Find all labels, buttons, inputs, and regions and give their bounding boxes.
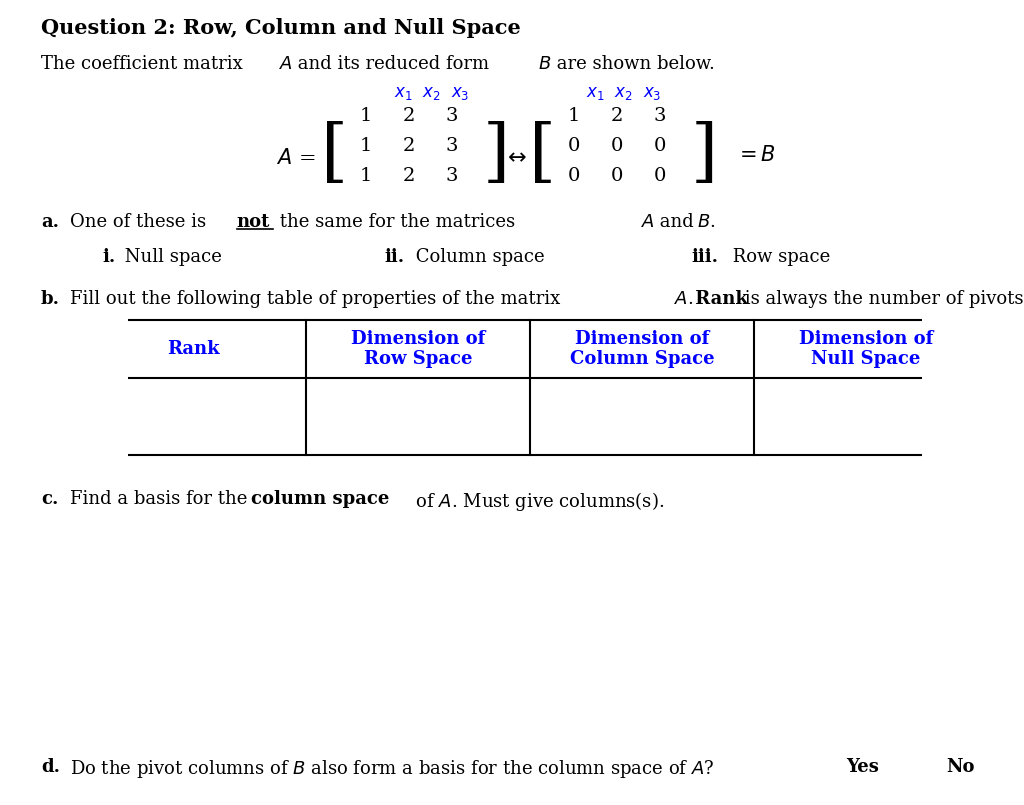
- Text: Dimension of: Dimension of: [351, 329, 485, 348]
- Text: column space: column space: [251, 490, 389, 508]
- Text: Find a basis for the: Find a basis for the: [70, 490, 253, 508]
- Bar: [82, 320, 978, 455]
- Text: Do the pivot columns of $B$ also form a basis for the column space of $A$?: Do the pivot columns of $B$ also form a …: [70, 758, 714, 780]
- Text: Yes: Yes: [846, 758, 879, 776]
- Text: $A$ =: $A$ =: [276, 148, 315, 168]
- Text: the same for the matrices: the same for the matrices: [274, 213, 521, 231]
- Text: c.: c.: [41, 490, 58, 508]
- Text: ]: ]: [691, 122, 718, 188]
- Text: 0: 0: [653, 167, 666, 185]
- Text: [: [: [529, 122, 556, 188]
- Text: Fill out the following table of properties of the matrix: Fill out the following table of properti…: [70, 290, 565, 308]
- Text: Column space: Column space: [410, 248, 544, 266]
- Text: $A$: $A$: [279, 55, 293, 73]
- Text: 1: 1: [359, 137, 372, 155]
- Text: No: No: [946, 758, 975, 776]
- Text: 0: 0: [653, 137, 666, 155]
- Text: 2: 2: [402, 167, 415, 185]
- Text: $B$: $B$: [538, 55, 551, 73]
- Text: d.: d.: [41, 758, 60, 776]
- Text: 1: 1: [567, 107, 580, 125]
- Text: Rank: Rank: [689, 290, 748, 308]
- Text: $A$.: $A$.: [674, 290, 693, 308]
- Text: 1: 1: [359, 107, 372, 125]
- Text: 0: 0: [610, 137, 623, 155]
- Text: 0: 0: [567, 167, 580, 185]
- Text: 2: 2: [610, 107, 623, 125]
- Text: 1: 1: [359, 167, 372, 185]
- Text: [: [: [322, 122, 348, 188]
- Text: One of these is: One of these is: [70, 213, 212, 231]
- Text: $B$.: $B$.: [697, 213, 716, 231]
- Text: and: and: [654, 213, 699, 231]
- Text: 3: 3: [445, 107, 458, 125]
- Text: 0: 0: [610, 167, 623, 185]
- Text: Null space: Null space: [119, 248, 221, 266]
- Text: 0: 0: [567, 137, 580, 155]
- Text: 2: 2: [402, 137, 415, 155]
- Text: 2: 2: [402, 107, 415, 125]
- Text: 3: 3: [445, 167, 458, 185]
- Text: ]: ]: [483, 122, 510, 188]
- Text: ii.: ii.: [384, 248, 404, 266]
- Text: 3: 3: [653, 107, 666, 125]
- Text: Row space: Row space: [727, 248, 830, 266]
- Text: and its reduced form: and its reduced form: [292, 55, 495, 73]
- Text: are shown below.: are shown below.: [551, 55, 715, 73]
- Text: is always the number of pivots.: is always the number of pivots.: [739, 290, 1024, 308]
- Text: b.: b.: [41, 290, 60, 308]
- Text: Column Space: Column Space: [569, 350, 714, 369]
- Text: Row Space: Row Space: [364, 350, 472, 369]
- Text: iii.: iii.: [691, 248, 718, 266]
- Text: i.: i.: [102, 248, 116, 266]
- Text: Rank: Rank: [168, 340, 220, 358]
- Text: Dimension of: Dimension of: [574, 329, 709, 348]
- Text: a.: a.: [41, 213, 59, 231]
- Text: $A$: $A$: [641, 213, 655, 231]
- Text: $\leftrightarrow$: $\leftrightarrow$: [503, 145, 527, 167]
- Text: Dimension of: Dimension of: [799, 329, 933, 348]
- Text: Question 2: Row, Column and Null Space: Question 2: Row, Column and Null Space: [41, 18, 521, 38]
- Text: $x_1$  $x_2$  $x_3$: $x_1$ $x_2$ $x_3$: [394, 85, 470, 102]
- Text: Null Space: Null Space: [811, 350, 921, 369]
- Text: of $A$. Must give columns(s).: of $A$. Must give columns(s).: [410, 490, 664, 513]
- Text: The coefficient matrix: The coefficient matrix: [41, 55, 249, 73]
- Text: 3: 3: [445, 137, 458, 155]
- Text: $x_1$  $x_2$  $x_3$: $x_1$ $x_2$ $x_3$: [586, 85, 662, 102]
- Text: $= B$: $= B$: [735, 145, 776, 165]
- Text: not: not: [237, 213, 270, 231]
